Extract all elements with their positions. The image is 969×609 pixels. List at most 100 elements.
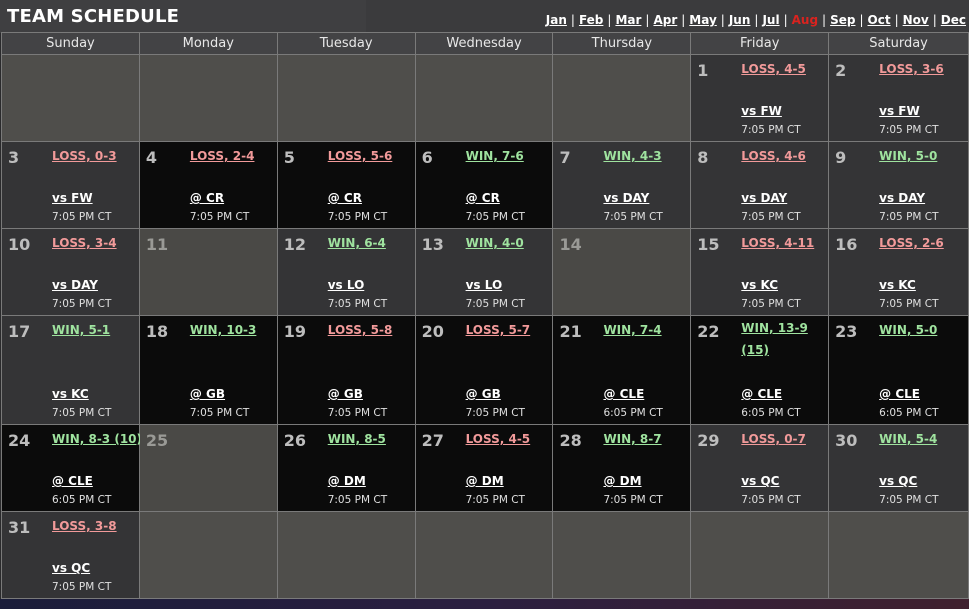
day-cell-blank bbox=[277, 512, 416, 599]
game-time: 7:05 PM CT bbox=[879, 211, 939, 223]
month-link-jul[interactable]: Jul bbox=[762, 13, 780, 27]
day-cell-22: 22 WIN, 13-9 (15) @ CLE 6:05 PM CT bbox=[691, 316, 830, 425]
game-result-link[interactable]: LOSS, 0-3 bbox=[52, 149, 117, 163]
day-number: 16 bbox=[835, 235, 858, 254]
day-of-week-header: Sunday Monday Tuesday Wednesday Thursday Frid… bbox=[2, 32, 969, 55]
game-time: 7:05 PM CT bbox=[465, 407, 525, 419]
opponent-link[interactable]: @ CLE bbox=[52, 474, 93, 488]
opponent-link[interactable]: @ CR bbox=[189, 191, 225, 205]
game-result-link[interactable]: LOSS, 3-4 bbox=[52, 236, 117, 250]
game-result-link[interactable]: LOSS, 4-5 bbox=[741, 62, 806, 76]
opponent-link[interactable]: vs QC bbox=[52, 561, 91, 575]
opponent-link[interactable]: @ GB bbox=[189, 387, 226, 401]
opponent-link[interactable]: @ GB bbox=[327, 387, 363, 401]
opponent-link[interactable]: @ CR bbox=[465, 191, 500, 205]
game-result-link[interactable]: LOSS, 5-7 bbox=[465, 323, 531, 337]
day-cell-13: 13 WIN, 4-0 vs LO 7:05 PM CT bbox=[415, 229, 554, 316]
dow-tuesday: Tuesday bbox=[277, 32, 416, 55]
opponent-link[interactable]: @ CR bbox=[327, 191, 362, 205]
game-result-link[interactable]: WIN, 8-7 bbox=[603, 432, 662, 446]
month-link-jun[interactable]: Jun bbox=[728, 13, 751, 27]
opponent-link[interactable]: vs QC bbox=[879, 474, 918, 488]
game-result-link[interactable]: LOSS, 5-6 bbox=[327, 149, 393, 163]
game-time: 7:05 PM CT bbox=[189, 407, 250, 419]
title-bar-shade bbox=[0, 0, 366, 33]
month-link-sep[interactable]: Sep bbox=[830, 13, 856, 27]
opponent-link[interactable]: @ CLE bbox=[741, 387, 783, 401]
day-cell-1: 1 LOSS, 4-5 vs FW 7:05 PM CT bbox=[691, 55, 830, 142]
day-number: 23 bbox=[835, 322, 858, 341]
month-link-may[interactable]: May bbox=[689, 13, 717, 27]
opponent-link[interactable]: @ DM bbox=[465, 474, 504, 488]
game-result-link[interactable]: WIN, 4-0 bbox=[465, 236, 524, 250]
day-cell-6: 6 WIN, 7-6 @ CR 7:05 PM CT bbox=[415, 142, 554, 229]
game-result-link[interactable]: LOSS, 5-8 bbox=[327, 323, 393, 337]
month-separator: | bbox=[681, 13, 686, 27]
game-result-link[interactable]: LOSS, 4-5 bbox=[465, 432, 531, 446]
opponent-link[interactable]: vs FW bbox=[52, 191, 93, 205]
background-strip bbox=[0, 599, 969, 609]
opponent-link[interactable]: @ GB bbox=[465, 387, 501, 401]
month-link-dec[interactable]: Dec bbox=[940, 13, 966, 27]
game-result-link[interactable]: LOSS, 3-6 bbox=[879, 62, 944, 76]
opponent-link[interactable]: vs DAY bbox=[879, 191, 926, 205]
month-link-jan[interactable]: Jan bbox=[545, 13, 567, 27]
game-time: 6:05 PM CT bbox=[879, 407, 939, 419]
game-time: 7:05 PM CT bbox=[327, 407, 388, 419]
opponent-link[interactable]: @ CLE bbox=[879, 387, 920, 401]
game-result-link[interactable]: WIN, 5-1 bbox=[52, 323, 111, 337]
game-result-link[interactable]: WIN, 13-9 (15) bbox=[741, 321, 808, 357]
game-result-link[interactable]: WIN, 5-4 bbox=[879, 432, 938, 446]
opponent-link[interactable]: vs FW bbox=[879, 104, 920, 118]
game-result-link[interactable]: LOSS, 3-8 bbox=[52, 519, 117, 533]
month-link-apr[interactable]: Apr bbox=[653, 13, 678, 27]
opponent-link[interactable]: @ CLE bbox=[603, 387, 645, 401]
game-result-link[interactable]: WIN, 8-3 (10) bbox=[52, 432, 143, 446]
opponent-link[interactable]: vs QC bbox=[741, 474, 780, 488]
opponent-link[interactable]: vs LO bbox=[327, 278, 365, 292]
game-result-link[interactable]: WIN, 5-0 bbox=[879, 149, 938, 163]
game-time: 7:05 PM CT bbox=[603, 211, 663, 223]
opponent-link[interactable]: @ DM bbox=[327, 474, 366, 488]
month-link-mar[interactable]: Mar bbox=[615, 13, 642, 27]
game-time: 6:05 PM CT bbox=[603, 407, 663, 419]
game-result-link[interactable]: WIN, 7-6 bbox=[465, 149, 524, 163]
game-result-link[interactable]: WIN, 6-4 bbox=[327, 236, 386, 250]
game-result-link[interactable]: LOSS, 4-11 bbox=[741, 236, 815, 250]
game-time: 7:05 PM CT bbox=[52, 407, 112, 419]
day-cell-27: 27 LOSS, 4-5 @ DM 7:05 PM CT bbox=[415, 425, 554, 512]
game-result-link[interactable]: WIN, 7-4 bbox=[603, 323, 662, 337]
game-time: 7:05 PM CT bbox=[465, 211, 525, 223]
opponent-link[interactable]: vs DAY bbox=[741, 191, 788, 205]
opponent-link[interactable]: vs DAY bbox=[603, 191, 650, 205]
opponent-link[interactable]: vs FW bbox=[741, 104, 782, 118]
day-cell-blank bbox=[415, 512, 554, 599]
opponent-link[interactable]: vs DAY bbox=[52, 278, 98, 292]
game-time: 7:05 PM CT bbox=[52, 211, 112, 223]
game-result-link[interactable]: WIN, 4-3 bbox=[603, 149, 662, 163]
month-separator: | bbox=[894, 13, 899, 27]
week-row: 24 WIN, 8-3 (10) @ CLE 6:05 PM CT 25 26 WIN, 8… bbox=[2, 425, 969, 512]
month-link-oct[interactable]: Oct bbox=[867, 13, 891, 27]
game-result-link[interactable]: WIN, 5-0 bbox=[879, 323, 938, 337]
month-link-nov[interactable]: Nov bbox=[902, 13, 929, 27]
opponent-link[interactable]: vs KC bbox=[741, 278, 779, 292]
month-link-feb[interactable]: Feb bbox=[578, 13, 604, 27]
day-cell-28: 28 WIN, 8-7 @ DM 7:05 PM CT bbox=[553, 425, 692, 512]
game-result-link[interactable]: WIN, 8-5 bbox=[327, 432, 386, 446]
day-cell-31: 31 LOSS, 3-8 vs QC 7:05 PM CT bbox=[2, 512, 140, 599]
day-cell-8: 8 LOSS, 4-6 vs DAY 7:05 PM CT bbox=[691, 142, 830, 229]
game-result-link[interactable]: WIN, 10-3 bbox=[189, 323, 257, 337]
month-separator: | bbox=[932, 13, 937, 27]
game-result-link[interactable]: LOSS, 0-7 bbox=[741, 432, 806, 446]
game-result-link[interactable]: LOSS, 4-6 bbox=[741, 149, 806, 163]
opponent-link[interactable]: vs KC bbox=[52, 387, 89, 401]
game-result-link[interactable]: LOSS, 2-4 bbox=[189, 149, 255, 163]
month-link-aug[interactable]: Aug bbox=[791, 13, 819, 27]
month-separator: | bbox=[607, 13, 612, 27]
game-result-link[interactable]: LOSS, 2-6 bbox=[879, 236, 944, 250]
opponent-link[interactable]: @ DM bbox=[603, 474, 642, 488]
opponent-link[interactable]: vs KC bbox=[879, 278, 916, 292]
opponent-link[interactable]: vs LO bbox=[465, 278, 503, 292]
month-separator: | bbox=[859, 13, 864, 27]
